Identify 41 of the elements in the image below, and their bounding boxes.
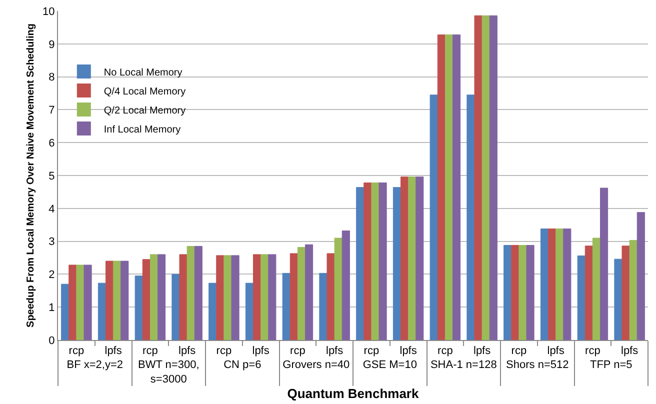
y-tick-label: 7 bbox=[48, 104, 55, 117]
text: BWT n=300, s=3000 bbox=[138, 359, 200, 386]
y-tick-label: 4 bbox=[48, 203, 55, 216]
x-tick-label: rcp bbox=[585, 345, 600, 358]
y-tick-label: 6 bbox=[48, 137, 55, 150]
y-axis-title: Speedup From Local Memory Over Naive Movement Scheduling bbox=[26, 24, 37, 328]
x-tick-label: rcp bbox=[68, 345, 84, 358]
y-tick-label: 2 bbox=[48, 269, 55, 282]
text: SHA-1 n=128 bbox=[430, 359, 497, 372]
text: Shors n=512 bbox=[506, 359, 569, 372]
x-axis-title: Quantum Benchmark bbox=[287, 386, 420, 402]
x-tick-label: lpfs bbox=[178, 345, 196, 358]
x-tick-label: lpfs bbox=[104, 345, 122, 358]
x-tick-label: lpfs bbox=[252, 345, 270, 358]
legend-label: Q/2 Local Memory bbox=[104, 105, 186, 116]
y-tick-label: 5 bbox=[48, 170, 55, 182]
x-tick-label: lpfs bbox=[326, 345, 344, 358]
text: BF x=2,y=2 bbox=[66, 359, 124, 372]
text: Grovers n=40 bbox=[282, 359, 350, 372]
text: TFP n=5 bbox=[590, 359, 632, 372]
y-tick-label: 9 bbox=[48, 38, 55, 51]
text: CN p=6 bbox=[224, 359, 262, 372]
text: GSE M=10 bbox=[362, 359, 417, 372]
y-tick-label: 3 bbox=[48, 236, 55, 248]
x-tick-label: rcp bbox=[364, 345, 380, 358]
y-tick-label: 10 bbox=[42, 6, 55, 18]
x-tick-label: rcp bbox=[142, 345, 158, 358]
y-tick-label: 0 bbox=[48, 334, 55, 347]
x-tick-label: rcp bbox=[216, 345, 232, 358]
y-tick-label: 1 bbox=[48, 302, 55, 314]
legend-label: Q/4 Local Memory bbox=[104, 86, 186, 98]
x-tick-label: lpfs bbox=[620, 345, 639, 358]
x-tick-label: rcp bbox=[511, 345, 527, 358]
x-tick-label: lpfs bbox=[400, 345, 418, 358]
legend-label: No Local Memory bbox=[104, 67, 182, 78]
x-tick-label: lpfs bbox=[473, 345, 492, 358]
x-tick-label: rcp bbox=[438, 345, 453, 358]
y-tick-label: 8 bbox=[48, 72, 55, 84]
x-tick-label: rcp bbox=[290, 345, 306, 358]
legend-label: Inf Local Memory bbox=[104, 124, 181, 136]
x-tick-label: lpfs bbox=[547, 345, 565, 358]
